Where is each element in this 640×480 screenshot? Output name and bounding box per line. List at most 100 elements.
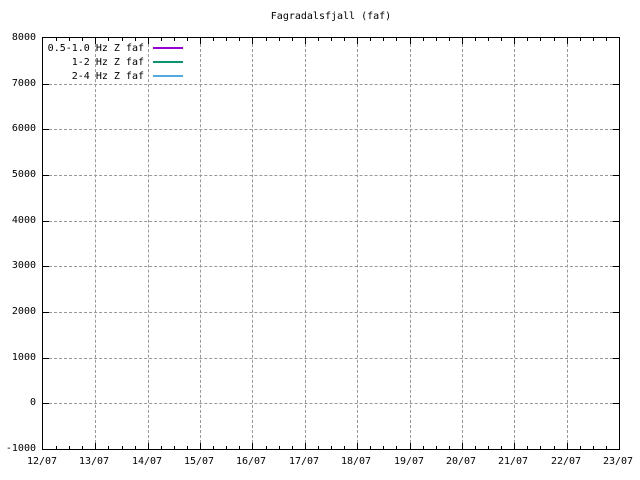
x-tick-top <box>567 38 568 44</box>
gridline-h <box>44 221 618 222</box>
x-minor-tick-bottom <box>69 446 70 449</box>
x-minor-tick-top <box>540 38 541 41</box>
x-minor-tick-top <box>82 38 83 41</box>
y-tick-right <box>613 129 619 130</box>
y-tick-right <box>613 175 619 176</box>
x-minor-tick-top <box>122 38 123 41</box>
x-tick-top <box>148 38 149 44</box>
x-minor-tick-bottom <box>593 446 594 449</box>
x-tick-top <box>200 38 201 44</box>
x-tick-label: 16/07 <box>235 456 267 467</box>
x-minor-tick-top <box>213 38 214 41</box>
y-tick-left <box>43 312 49 313</box>
y-tick-right <box>613 221 619 222</box>
x-minor-tick-top <box>423 38 424 41</box>
y-tick-label: 0 <box>29 397 36 408</box>
y-tick-label: 5000 <box>11 169 36 180</box>
x-minor-tick-top <box>475 38 476 41</box>
x-minor-tick-top <box>135 38 136 41</box>
gridline-h <box>44 403 618 404</box>
x-tick-bottom <box>567 443 568 449</box>
x-minor-tick-top <box>161 38 162 41</box>
x-minor-tick-top <box>396 38 397 41</box>
x-minor-tick-bottom <box>488 446 489 449</box>
x-minor-tick-bottom <box>331 446 332 449</box>
x-minor-tick-top <box>554 38 555 41</box>
x-tick-bottom <box>148 443 149 449</box>
y-tick-label: -1000 <box>5 443 36 454</box>
x-minor-tick-bottom <box>122 446 123 449</box>
legend-item: 2-4 Hz Z faf <box>46 69 183 83</box>
gridline-h <box>44 312 618 313</box>
x-minor-tick-top <box>580 38 581 41</box>
gridline-v <box>148 39 149 448</box>
x-tick-label: 15/07 <box>183 456 215 467</box>
x-minor-tick-bottom <box>135 446 136 449</box>
x-tick-bottom <box>95 443 96 449</box>
x-minor-tick-top <box>108 38 109 41</box>
y-tick-right <box>613 403 619 404</box>
x-minor-tick-bottom <box>580 446 581 449</box>
x-minor-tick-bottom <box>396 446 397 449</box>
x-minor-tick-bottom <box>187 446 188 449</box>
x-tick-bottom <box>305 443 306 449</box>
legend-swatch-line <box>153 47 183 49</box>
legend: 0.5-1.0 Hz Z faf 1-2 Hz Z faf 2-4 Hz Z faf <box>46 41 183 83</box>
x-minor-tick-bottom <box>606 446 607 449</box>
x-minor-tick-top <box>279 38 280 41</box>
y-tick-right <box>613 84 619 85</box>
gridline-v <box>462 39 463 448</box>
y-tick-right <box>613 312 619 313</box>
x-minor-tick-top <box>488 38 489 41</box>
x-minor-tick-top <box>266 38 267 41</box>
x-tick-label: 22/07 <box>550 456 582 467</box>
y-tick-left <box>43 266 49 267</box>
x-minor-tick-bottom <box>475 446 476 449</box>
x-minor-tick-bottom <box>56 446 57 449</box>
gridline-v <box>514 39 515 448</box>
x-minor-tick-top <box>593 38 594 41</box>
x-tick-top <box>410 38 411 44</box>
x-tick-top <box>305 38 306 44</box>
x-minor-tick-bottom <box>540 446 541 449</box>
x-tick-label: 20/07 <box>445 456 477 467</box>
x-minor-tick-top <box>344 38 345 41</box>
x-minor-tick-bottom <box>501 446 502 449</box>
y-tick-left <box>43 129 49 130</box>
y-tick-label: 6000 <box>11 123 36 134</box>
legend-label: 2-4 Hz Z faf <box>71 70 144 82</box>
gridline-v <box>305 39 306 448</box>
x-minor-tick-bottom <box>108 446 109 449</box>
x-minor-tick-bottom <box>318 446 319 449</box>
x-tick-bottom <box>357 443 358 449</box>
gridline-h <box>44 358 618 359</box>
x-minor-tick-top <box>436 38 437 41</box>
x-minor-tick-bottom <box>554 446 555 449</box>
x-minor-tick-bottom <box>383 446 384 449</box>
gridline-h <box>44 129 618 130</box>
y-tick-left <box>43 221 49 222</box>
x-minor-tick-bottom <box>213 446 214 449</box>
x-minor-tick-bottom <box>436 446 437 449</box>
y-tick-label: 1000 <box>11 352 36 363</box>
x-minor-tick-top <box>69 38 70 41</box>
y-tick-label: 2000 <box>11 306 36 317</box>
gridline-h <box>44 84 618 85</box>
x-minor-tick-bottom <box>239 446 240 449</box>
x-minor-tick-bottom <box>161 446 162 449</box>
x-tick-label: 14/07 <box>131 456 163 467</box>
x-minor-tick-top <box>318 38 319 41</box>
gridline-v <box>95 39 96 448</box>
x-tick-label: 17/07 <box>288 456 320 467</box>
x-minor-tick-top <box>331 38 332 41</box>
y-tick-left <box>43 175 49 176</box>
gridline-v <box>567 39 568 448</box>
x-tick-top <box>95 38 96 44</box>
y-tick-left <box>43 84 49 85</box>
y-tick-label: 8000 <box>11 32 36 43</box>
gridline-v <box>252 39 253 448</box>
x-minor-tick-top <box>606 38 607 41</box>
x-minor-tick-top <box>56 38 57 41</box>
x-tick-label: 21/07 <box>497 456 529 467</box>
